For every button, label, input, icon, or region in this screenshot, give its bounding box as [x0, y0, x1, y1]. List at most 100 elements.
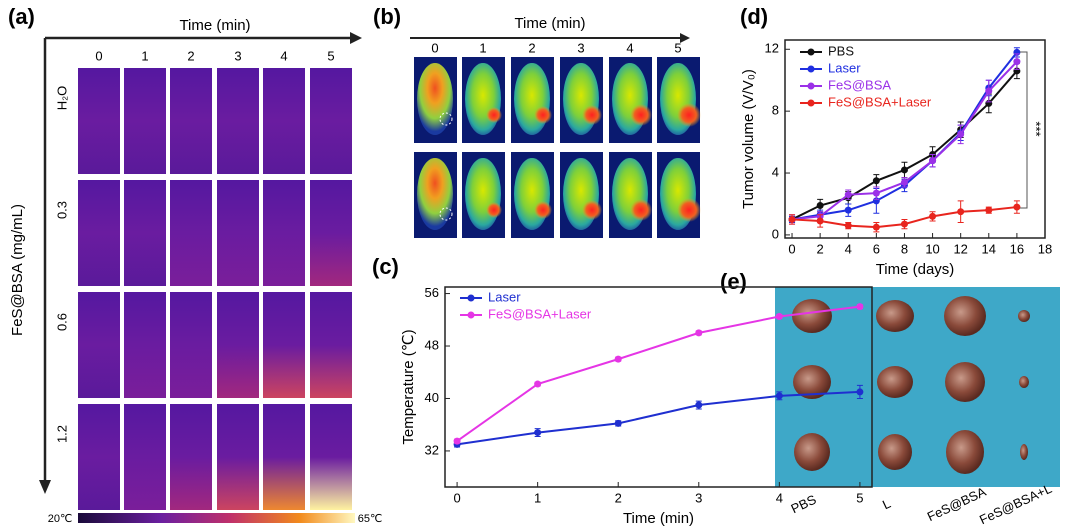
- scale-min: 20℃: [48, 513, 73, 525]
- tumor: [876, 300, 914, 332]
- data-point: [901, 179, 908, 186]
- legend-marker: [808, 83, 815, 90]
- data-point: [695, 402, 702, 409]
- thermal-cell: [170, 180, 212, 286]
- tumor: [946, 430, 984, 474]
- hot-spot: [486, 202, 502, 218]
- data-point: [845, 207, 852, 214]
- legend-marker: [808, 100, 815, 107]
- data-point: [776, 313, 783, 320]
- hot-spot: [534, 201, 552, 219]
- y-axis-title: Temperature (℃): [400, 329, 417, 444]
- y-tick-label: 48: [425, 337, 439, 352]
- legend-label: PBS: [828, 43, 854, 58]
- data-point: [454, 438, 461, 445]
- x-tick-label: 10: [925, 241, 939, 256]
- panel-a: (a) Time (min) FeS@BSA (mg/mL) 20℃ 65℃ 0…: [8, 4, 382, 525]
- thermal-cell: [217, 68, 259, 174]
- y-tick-label: 56: [425, 285, 439, 300]
- thermal-cell: [78, 404, 120, 510]
- data-point: [534, 381, 541, 388]
- axis-title: FeS@BSA (mg/mL): [9, 204, 26, 336]
- x-axis-title: Time (min): [623, 510, 694, 526]
- row-label: 0.6: [54, 313, 69, 331]
- tumor: [945, 362, 985, 402]
- panel-label: (a): [8, 4, 35, 29]
- data-point: [873, 190, 880, 197]
- mouse: [465, 63, 501, 135]
- mouse: [417, 63, 453, 135]
- data-point: [985, 88, 992, 95]
- hot-spot: [677, 103, 701, 127]
- column-label: 1: [141, 48, 148, 63]
- thermal-cell: [263, 292, 305, 398]
- x-tick-label: 2: [615, 490, 622, 505]
- data-point: [873, 224, 880, 231]
- data-point: [957, 131, 964, 138]
- panel-label: (b): [373, 4, 401, 29]
- thermal-cell: [124, 292, 166, 398]
- column-label: 4: [626, 40, 633, 55]
- y-tick-label: 0: [772, 226, 779, 241]
- panel-label: (c): [372, 254, 399, 279]
- x-tick-label: 18: [1038, 241, 1052, 256]
- x-tick-label: 5: [856, 490, 863, 505]
- panel-label: (d): [740, 4, 768, 29]
- hot-spot: [534, 106, 552, 124]
- hot-spot: [630, 104, 652, 126]
- legend-marker: [468, 312, 475, 319]
- group-label: L: [880, 496, 893, 513]
- scale-max: 65℃: [358, 513, 383, 525]
- legend-label: Laser: [488, 289, 521, 304]
- mouse: [417, 158, 453, 230]
- thermal-cell: [78, 68, 120, 174]
- row-label: H₂O: [54, 86, 69, 111]
- column-label: 5: [674, 40, 681, 55]
- data-point: [789, 216, 796, 223]
- axis-title: Time (min): [514, 15, 585, 32]
- thermal-cell: [170, 68, 212, 174]
- x-tick-label: 4: [845, 241, 852, 256]
- data-point: [817, 202, 824, 209]
- thermal-cell: [263, 404, 305, 510]
- thermal-cell: [124, 180, 166, 286]
- thermal-cell: [310, 404, 352, 510]
- data-point: [985, 207, 992, 214]
- thermal-cell: [310, 292, 352, 398]
- tumor: [794, 433, 830, 471]
- data-point: [1013, 204, 1020, 211]
- column-label: 2: [528, 40, 535, 55]
- data-point: [957, 208, 964, 215]
- legend-label: Laser: [828, 60, 861, 75]
- series-line: [792, 52, 1017, 219]
- y-tick-label: 8: [772, 103, 779, 118]
- y-tick-label: 12: [765, 41, 779, 56]
- thermal-cell: [78, 180, 120, 286]
- legend-label: FeS@BSA: [828, 77, 891, 92]
- data-point: [1013, 58, 1020, 65]
- data-point: [845, 191, 852, 198]
- x-tick-label: 3: [695, 490, 702, 505]
- column-label: 3: [234, 48, 241, 63]
- tumor: [1019, 376, 1029, 388]
- thermal-cell: [170, 404, 212, 510]
- thermal-cell: [78, 292, 120, 398]
- x-axis-title: Time (days): [876, 261, 955, 278]
- data-point: [929, 213, 936, 220]
- y-tick-label: 4: [772, 164, 779, 179]
- tumor: [1018, 310, 1030, 322]
- x-tick-label: 0: [453, 490, 460, 505]
- group-label: FeS@BSA+L: [977, 481, 1054, 526]
- data-point: [615, 420, 622, 427]
- thermal-cell: [124, 68, 166, 174]
- data-point: [856, 388, 863, 395]
- hot-spot: [582, 105, 602, 125]
- thermal-cell: [217, 180, 259, 286]
- thermal-cell: [310, 68, 352, 174]
- significance-bracket: [1020, 52, 1027, 208]
- x-tick-label: 0: [788, 241, 795, 256]
- legend-marker: [808, 66, 815, 73]
- column-label: 0: [95, 48, 102, 63]
